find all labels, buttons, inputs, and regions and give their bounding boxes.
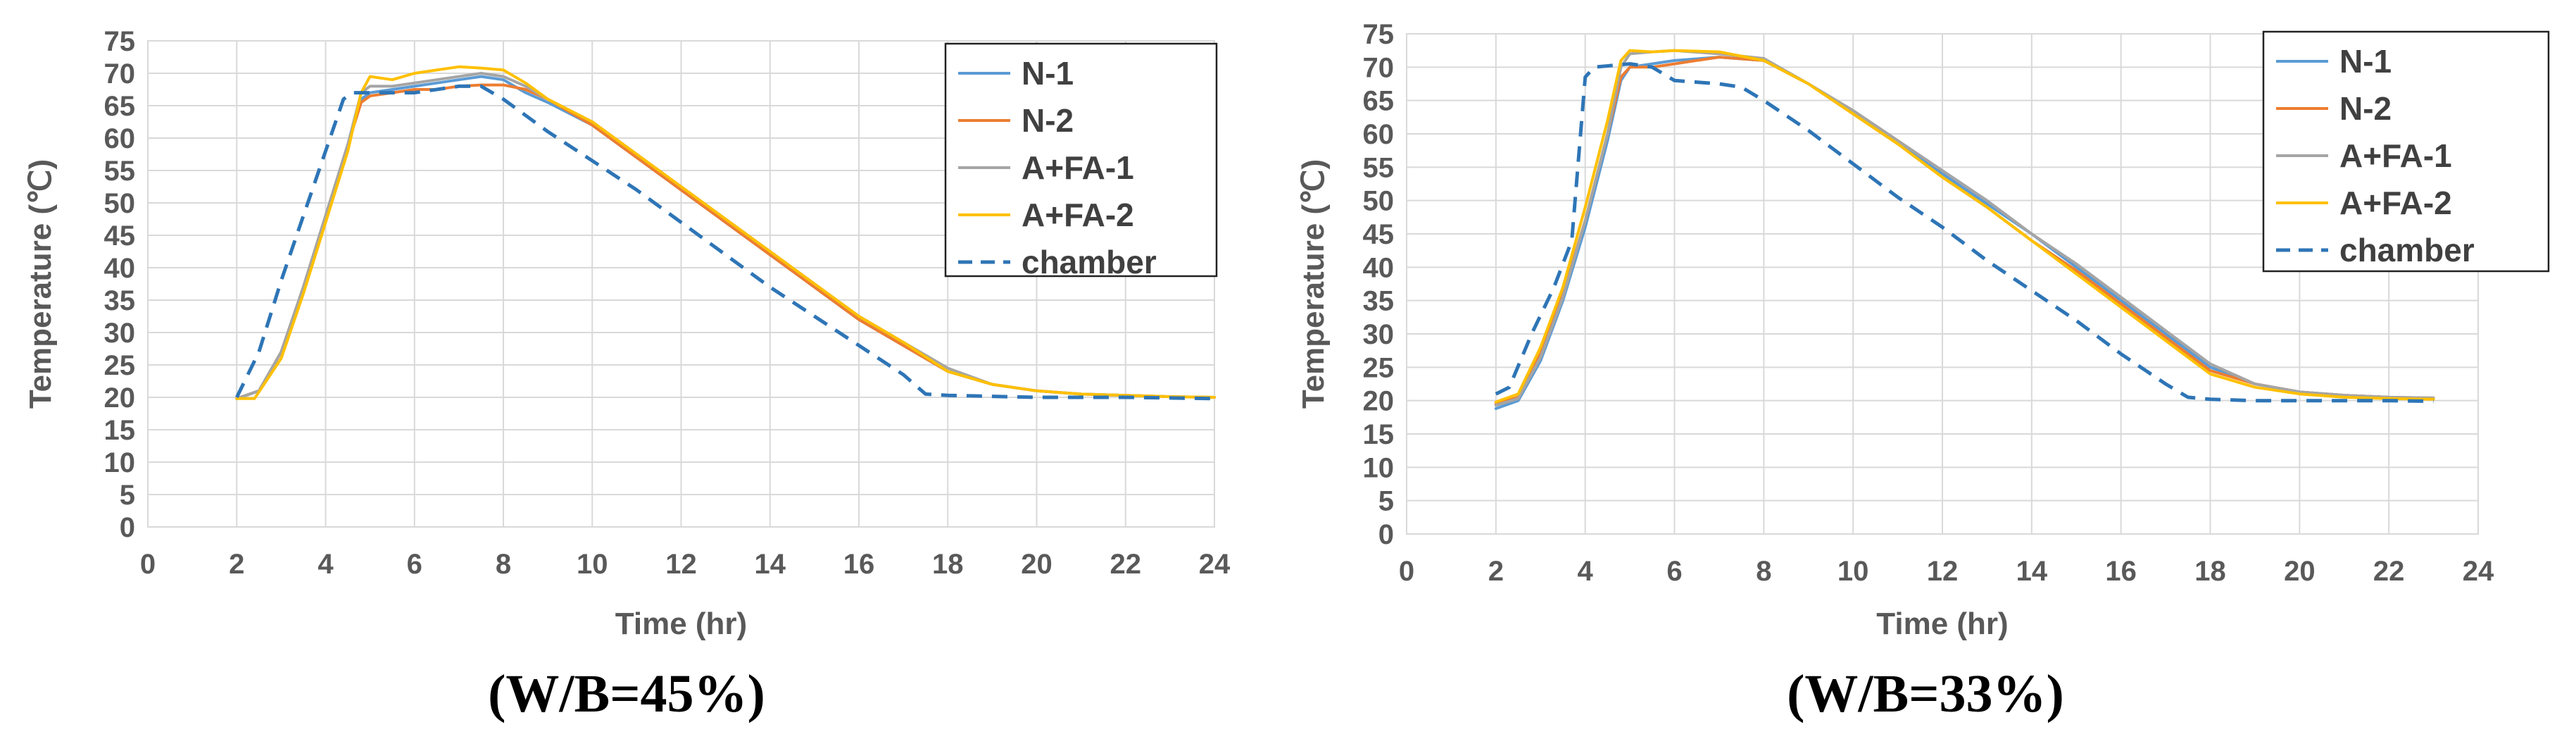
legend-label-chamber: chamber [1022, 244, 1157, 280]
legend-frame [944, 42, 1218, 278]
x-tick-label: 12 [1927, 556, 1959, 587]
y-tick-label: 55 [104, 156, 136, 187]
x-tick-label: 22 [1110, 549, 1142, 580]
y-tick-label: 75 [104, 26, 136, 57]
y-tick-label: 10 [104, 447, 136, 478]
y-axis-title: Temperature (℃) [23, 159, 58, 409]
legend-label-n-2: N-2 [1022, 102, 1074, 139]
legend-label-n-1: N-1 [1022, 55, 1074, 92]
y-tick-label: 75 [1363, 19, 1395, 50]
y-tick-label: 50 [104, 188, 136, 219]
y-tick-label: 10 [1363, 452, 1395, 483]
legend-label-a-fa-1: A+FA-1 [2339, 137, 2452, 174]
legend-label-a-fa-2: A+FA-2 [1022, 197, 1134, 233]
y-tick-label: 65 [1363, 86, 1395, 117]
x-tick-label: 18 [932, 549, 964, 580]
x-tick-label: 2 [1488, 556, 1504, 587]
legend-label-chamber: chamber [2339, 232, 2475, 268]
plot-area [147, 40, 1215, 528]
y-tick-label: 45 [1363, 219, 1395, 250]
y-tick-label: 65 [104, 91, 136, 122]
x-axis-title: Time (hr) [1876, 607, 2008, 641]
chart-caption: (W/B=45%) [488, 664, 765, 724]
y-tick-label: 30 [1363, 319, 1395, 350]
chart-panel-w-b-45: 0 5 10 15 20 25 30 35 40 45 50 55 60 65 70 75 0 2 4 6 8 10 12 1… [23, 26, 1231, 724]
x-tick-label: 0 [1399, 556, 1414, 587]
y-tick-label: 30 [104, 318, 136, 349]
y-tick-label: 15 [104, 415, 136, 446]
chart-panel-w-b-33: 0 5 10 15 20 25 30 35 40 45 50 55 60 65 70 75 0 2 4 6 8 10 12 1… [1288, 0, 2576, 739]
x-tick-label: 10 [1837, 556, 1869, 587]
y-tick-label: 70 [1363, 52, 1395, 83]
y-tick-label: 35 [104, 285, 136, 316]
y-tick-label: 25 [1363, 352, 1395, 383]
x-tick-label: 24 [1199, 549, 1231, 580]
y-tick-label: 25 [104, 350, 136, 381]
x-tick-label: 12 [665, 549, 697, 580]
x-tick-label: 6 [1666, 556, 1682, 587]
x-tick-label: 8 [1756, 556, 1771, 587]
x-tick-label: 16 [2105, 556, 2137, 587]
legend: N-1 N-2 A+FA-1 A+FA-2 chamber [2262, 30, 2550, 273]
x-tick-label: 6 [407, 549, 422, 580]
series-line-a-fa-2 [235, 65, 1216, 400]
series-line-chamber [1495, 62, 2434, 404]
x-tick-label: 4 [318, 549, 334, 580]
x-tick-label: 18 [2194, 556, 2226, 587]
y-tick-label: 5 [1378, 486, 1394, 517]
legend-label-a-fa-2: A+FA-2 [2339, 185, 2452, 221]
x-tick-label: 20 [1021, 549, 1053, 580]
x-tick-label: 20 [2284, 556, 2316, 587]
x-tick-label: 24 [2463, 556, 2494, 587]
legend: N-1 N-2 A+FA-1 A+FA-2 chamber [944, 42, 1218, 280]
y-tick-label: 35 [1363, 286, 1395, 317]
y-tick-label: 40 [1363, 252, 1395, 283]
legend-label-a-fa-1: A+FA-1 [1022, 149, 1134, 186]
y-tick-label: 60 [1363, 119, 1395, 150]
y-tick-label: 45 [104, 221, 136, 251]
plot-area [1406, 33, 2479, 535]
y-axis-title: Temperature (℃) [1296, 159, 1331, 409]
y-tick-label: 60 [104, 123, 136, 154]
legend-frame [2262, 30, 2550, 273]
y-tick-label: 15 [1363, 419, 1395, 450]
legend-label-n-2: N-2 [2339, 90, 2392, 127]
x-tick-label: 14 [755, 549, 786, 580]
x-tick-label: 16 [843, 549, 875, 580]
x-tick-label: 4 [1578, 556, 1594, 587]
series-line-chamber [235, 84, 1215, 401]
x-tick-label: 0 [140, 549, 156, 580]
y-tick-label: 70 [104, 58, 136, 89]
x-tick-label: 14 [2016, 556, 2048, 587]
y-tick-label: 5 [120, 480, 135, 511]
y-tick-label: 20 [104, 383, 136, 414]
series-line-a-fa-1 [1494, 49, 2435, 407]
y-tick-label: 50 [1363, 186, 1395, 217]
x-axis-title: Time (hr) [615, 607, 747, 641]
x-tick-label: 10 [577, 549, 608, 580]
y-tick-label: 0 [1378, 519, 1394, 550]
y-tick-label: 20 [1363, 386, 1395, 417]
y-tick-label: 40 [104, 253, 136, 284]
series-line-a-fa-2 [1494, 49, 2435, 404]
x-tick-label: 22 [2373, 556, 2405, 587]
y-tick-label: 55 [1363, 152, 1395, 183]
chart-caption: (W/B=33%) [1787, 664, 2064, 724]
legend-label-n-1: N-1 [2339, 43, 2392, 80]
x-tick-label: 8 [496, 549, 511, 580]
y-tick-label: 0 [120, 512, 135, 543]
x-tick-label: 2 [229, 549, 244, 580]
